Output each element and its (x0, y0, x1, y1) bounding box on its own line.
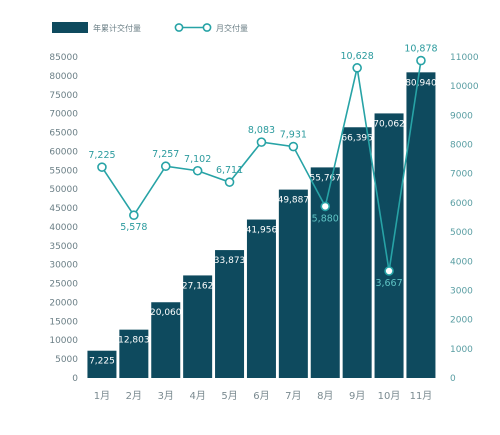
bar (406, 72, 436, 379)
left-axis-tick-label: 40000 (49, 223, 78, 233)
line-marker (224, 177, 235, 187)
bar-value-label: 55,767 (310, 173, 342, 183)
bar-series: 7,225 12,803 20,060 27,162 33,873 41,956 49,88… (87, 72, 437, 379)
left-axis: 0 5000 10000 15000 20000 25000 30000 35000 40000… (49, 53, 78, 384)
right-axis-tick-label: 3000 (450, 286, 473, 296)
line-marker (384, 266, 394, 276)
category-label: 7月 (285, 390, 301, 402)
right-axis-tick-label: 9000 (450, 111, 473, 121)
line-value-label: 5,578 (120, 222, 147, 233)
right-axis-tick-label: 7000 (450, 170, 473, 180)
bar-value-label: 33,873 (214, 256, 246, 266)
category-label: 2月 (126, 390, 142, 402)
category-label: 8月 (317, 390, 333, 402)
left-axis-tick-label: 85000 (49, 53, 78, 63)
right-axis-tick-label: 4000 (450, 257, 473, 267)
line-value-label: 7,225 (88, 150, 115, 161)
legend-bar-swatch (52, 22, 88, 33)
bar (246, 219, 276, 378)
category-label: 5月 (221, 390, 237, 402)
category-label: 10月 (378, 390, 401, 402)
line-value-label: 5,880 (312, 213, 339, 224)
bar (183, 275, 213, 378)
legend-bar-label: 年累计交付量 (93, 23, 141, 33)
line-series: 7,225 5,578 7,257 7,102 6,711 8,083 7,931 5,880… (88, 44, 437, 289)
category-label: 11月 (410, 390, 433, 402)
bar (342, 127, 372, 379)
left-axis-tick-label: 35000 (49, 242, 78, 252)
category-axis: 1月 2月 3月 4月 5月 6月 7月 8月 9月 10月 11月 (94, 390, 433, 402)
left-axis-tick-label: 10000 (49, 336, 78, 346)
line-marker (320, 201, 331, 212)
bar-value-label: 70,062 (373, 119, 405, 129)
line-marker (256, 137, 267, 147)
left-axis-tick-label: 60000 (49, 147, 78, 157)
left-axis-tick-label: 50000 (49, 185, 78, 195)
line-marker (129, 210, 139, 221)
bar (278, 189, 308, 378)
left-axis-tick-label: 15000 (49, 317, 78, 327)
line-value-label: 10,878 (404, 44, 437, 55)
bar-value-label: 41,956 (246, 226, 278, 236)
category-label: 9月 (349, 390, 365, 402)
line-marker (416, 55, 426, 66)
right-axis-tick-label: 5000 (450, 228, 473, 238)
legend-line-label: 月交付量 (216, 23, 248, 33)
line-value-label: 8,083 (248, 125, 275, 136)
legend-line-marker-right (202, 23, 212, 32)
bar-value-label: 27,162 (182, 281, 214, 291)
left-axis-tick-label: 20000 (49, 298, 78, 308)
line-value-label: 3,667 (375, 278, 402, 289)
left-axis-tick-label: 75000 (49, 91, 78, 101)
legend-line-marker-left (174, 23, 184, 32)
category-label: 3月 (158, 390, 174, 402)
line-value-label: 7,931 (280, 130, 307, 141)
left-axis-tick-label: 80000 (49, 72, 78, 82)
line-value-label: 7,257 (152, 149, 179, 160)
line-value-label: 7,102 (184, 154, 211, 165)
right-axis-tick-label: 0 (450, 374, 456, 384)
bar-value-label: 20,060 (150, 308, 182, 318)
bar-value-label: 66,395 (341, 133, 373, 143)
line-value-label: 10,628 (341, 51, 374, 62)
bar (374, 113, 404, 379)
bar (310, 167, 340, 378)
right-axis: 0 1000 2000 3000 4000 5000 6000 7000 8000 9000 100… (450, 53, 479, 384)
right-axis-tick-label: 8000 (450, 141, 473, 151)
left-axis-tick-label: 5000 (55, 355, 78, 365)
left-axis-tick-label: 65000 (49, 129, 78, 139)
bar (151, 302, 181, 378)
left-axis-tick-label: 45000 (49, 204, 78, 214)
bar (119, 329, 149, 378)
right-axis-tick-label: 11000 (450, 53, 479, 63)
line-marker (288, 141, 299, 152)
bar-value-label: 49,887 (278, 196, 310, 206)
line-value-label: 6,711 (216, 165, 243, 176)
left-axis-tick-label: 55000 (49, 166, 78, 176)
left-axis-tick-label: 25000 (49, 280, 78, 290)
bar (215, 250, 245, 378)
line-marker (97, 162, 107, 172)
category-label: 1月 (94, 390, 110, 402)
right-axis-tick-label: 1000 (450, 345, 473, 355)
left-axis-tick-label: 70000 (49, 110, 78, 120)
right-axis-tick-label: 2000 (450, 316, 473, 326)
bar-value-label: 12,803 (118, 336, 150, 346)
category-label: 4月 (189, 390, 205, 402)
right-axis-tick-label: 6000 (450, 199, 473, 209)
bar-value-label: 7,225 (89, 357, 115, 367)
line-marker (192, 165, 203, 176)
bar-value-label: 80,940 (405, 78, 437, 88)
line-marker (352, 63, 362, 73)
bar (87, 350, 117, 378)
left-axis-tick-label: 0 (72, 374, 78, 384)
category-label: 6月 (253, 390, 269, 402)
line-marker (160, 161, 171, 172)
right-axis-tick-label: 10000 (450, 82, 479, 92)
left-axis-tick-label: 30000 (49, 261, 78, 271)
legend: 年累计交付量 月交付量 (52, 22, 248, 33)
